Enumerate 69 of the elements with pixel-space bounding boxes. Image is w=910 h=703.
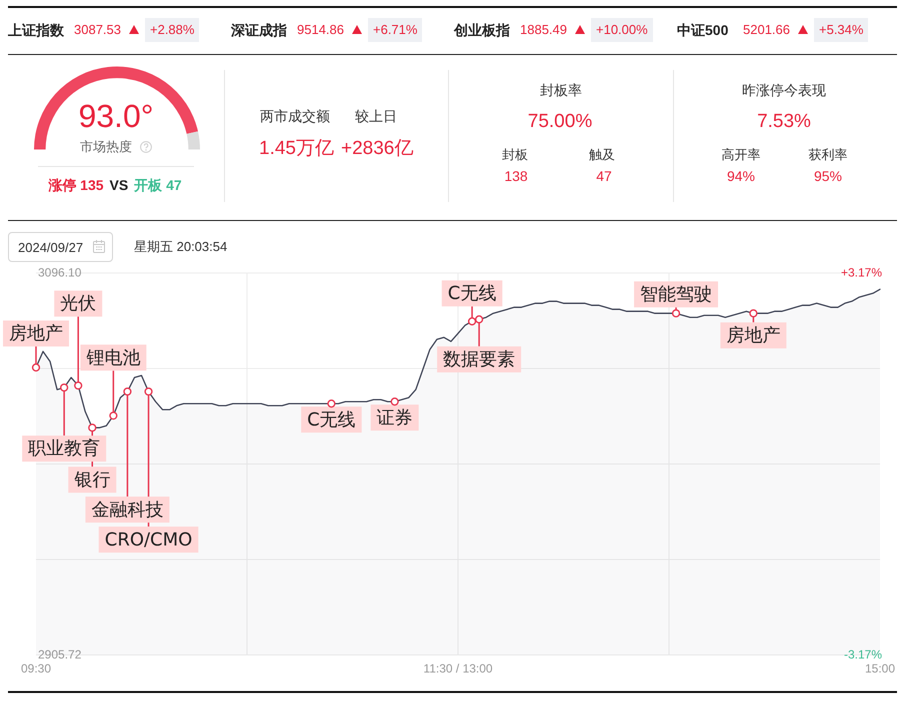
- x-tick-label: 15:00: [864, 662, 896, 676]
- point: [672, 309, 680, 318]
- annotation: CRO/CMO: [104, 529, 192, 550]
- point: [475, 315, 484, 324]
- text: 昨涨停今表现: [742, 82, 826, 98]
- chart-subtitle: 星期五 20:03:54: [134, 238, 228, 254]
- text: 9514.86: [297, 22, 344, 38]
- annotation: 光伏: [60, 293, 96, 314]
- text: 47: [596, 168, 612, 184]
- text: 创业板指: [454, 22, 510, 38]
- text: 5201.66: [743, 22, 790, 38]
- text: 上证指数: [8, 22, 64, 38]
- point: [32, 363, 40, 372]
- text: 市场热度: [80, 138, 132, 154]
- text: 1885.49: [520, 22, 567, 38]
- text: 封板率: [540, 82, 582, 98]
- point: [390, 398, 399, 406]
- annotation: 职业教育: [28, 438, 100, 460]
- y2-tick-label: +3.17%: [840, 265, 882, 280]
- text: 封板: [502, 146, 528, 162]
- point: [74, 381, 82, 390]
- annotation: 房地产: [9, 323, 63, 344]
- y-tick-label: 3096.10: [38, 265, 82, 280]
- text: 获利率: [808, 146, 848, 162]
- date-field: 2024/09/27: [8, 232, 113, 262]
- text: 1.45万亿: [259, 138, 334, 160]
- text: 较上日: [355, 108, 397, 124]
- annotation: 房地产: [726, 325, 780, 346]
- annotation: 智能驾驶: [640, 284, 712, 306]
- text: 7.53%: [757, 111, 811, 133]
- point: [468, 317, 476, 326]
- annotation: 证券: [376, 407, 413, 428]
- text: VS: [110, 177, 128, 193]
- text: +10.00%: [591, 18, 653, 42]
- annotation: 数据要素: [443, 349, 516, 370]
- point: [144, 387, 153, 396]
- annotation: 锂电池: [85, 347, 140, 368]
- point: [749, 309, 758, 318]
- text: 95%: [814, 168, 842, 184]
- text: 触及: [589, 146, 615, 162]
- text: +2836亿: [341, 138, 414, 160]
- point: [109, 412, 118, 420]
- y2-tick-label: -3.17%: [844, 647, 882, 662]
- annotation: 银行: [73, 469, 110, 490]
- text: 94%: [726, 168, 756, 184]
- x-tick-label: 09:30: [20, 662, 52, 676]
- annotation: C无线: [307, 409, 356, 430]
- text: 93.0°: [78, 98, 154, 134]
- text: 开板 47: [134, 177, 182, 193]
- text: +6.71%: [368, 18, 422, 42]
- point: [123, 387, 132, 396]
- point: [60, 383, 68, 392]
- text: 高开率: [722, 146, 760, 162]
- annotation: C无线: [448, 283, 496, 304]
- text: 中证500: [677, 22, 728, 38]
- point: [88, 424, 96, 432]
- annotation: 金融科技: [91, 499, 164, 520]
- text: 3087.53: [74, 22, 121, 38]
- text: 两市成交额: [260, 108, 330, 124]
- text: 138: [504, 168, 528, 184]
- text: +5.34%: [814, 18, 868, 42]
- text: 涨停 135: [48, 177, 104, 193]
- x-tick-label: 11:30 / 13:00: [423, 662, 493, 676]
- y-tick-label: 2905.72: [38, 647, 82, 662]
- point: [327, 400, 336, 408]
- chart-title: 2024/09/27: [18, 240, 84, 255]
- text: 深证成指: [231, 22, 287, 38]
- text: +2.88%: [145, 18, 200, 42]
- text: 75.00%: [528, 111, 592, 133]
